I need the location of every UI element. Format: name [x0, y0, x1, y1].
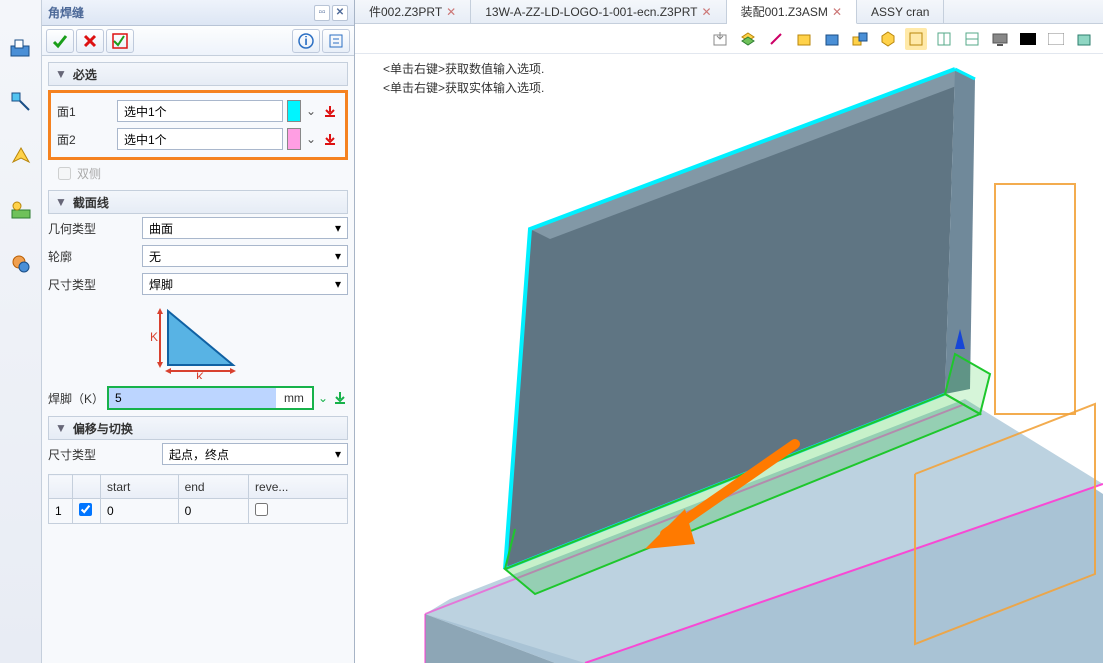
section-profile-header[interactable]: ▼截面线: [48, 190, 348, 214]
leg-k-apply-icon[interactable]: [332, 389, 348, 407]
layers-icon[interactable]: [737, 28, 759, 50]
cell-end[interactable]: 0: [178, 499, 248, 524]
panel-title-bar: 角焊缝 ▫▫ ✕: [42, 0, 354, 26]
cell-chk[interactable]: [73, 499, 101, 524]
pin-icon[interactable]: ▫▫: [314, 5, 330, 21]
face1-color-swatch[interactable]: [287, 100, 301, 122]
chevron-down-icon: ▾: [335, 277, 341, 291]
3d-canvas[interactable]: [355, 54, 1103, 663]
leg-k-field[interactable]: [109, 388, 276, 408]
property-panel: 角焊缝 ▫▫ ✕ i ▼必选 面1 选中1个 ⌄: [42, 0, 355, 663]
side-iconbar: [0, 0, 42, 663]
table-row[interactable]: 1 0 0: [49, 499, 348, 524]
offset-table: start end reve... 1 0 0: [48, 474, 348, 524]
options-button[interactable]: [322, 29, 350, 53]
face2-push-icon[interactable]: [321, 130, 339, 148]
offset-size-type-select[interactable]: 起点，终点▾: [162, 443, 348, 465]
cancel-button[interactable]: [76, 29, 104, 53]
panel-action-row: i: [42, 26, 354, 56]
size-type-select[interactable]: 焊脚▾: [142, 273, 348, 295]
collapse-icon: ▼: [55, 67, 67, 81]
close-icon[interactable]: ✕: [446, 5, 456, 19]
tool-icon-2[interactable]: [7, 88, 35, 116]
face1-push-icon[interactable]: [321, 102, 339, 120]
viewport: 件002.Z3PRT✕ 13W-A-ZZ-LD-LOGO-1-001-ecn.Z…: [355, 0, 1103, 663]
color-white-icon[interactable]: [1045, 28, 1067, 50]
cell-start[interactable]: 0: [101, 499, 179, 524]
both-sides-label: 双侧: [77, 165, 101, 182]
face1-label: 面1: [57, 103, 113, 120]
svg-text:i: i: [304, 34, 307, 48]
chevron-down-icon: ▾: [335, 249, 341, 263]
ok-button[interactable]: [46, 29, 74, 53]
grid1-icon[interactable]: [933, 28, 955, 50]
document-tabbar: 件002.Z3PRT✕ 13W-A-ZZ-LD-LOGO-1-001-ecn.Z…: [355, 0, 1103, 24]
tab-assy-cran[interactable]: ASSY cran: [857, 0, 944, 23]
face2-input[interactable]: 选中1个: [117, 128, 283, 150]
profile-diagram: K K: [48, 300, 348, 382]
col-rev: reve...: [249, 475, 348, 499]
info-button[interactable]: i: [292, 29, 320, 53]
contour-label: 轮廓: [48, 248, 138, 265]
box-yellow-icon[interactable]: [793, 28, 815, 50]
both-sides-row: 双侧: [48, 160, 348, 186]
geom-type-select[interactable]: 曲面▾: [142, 217, 348, 239]
row-checkbox[interactable]: [79, 503, 92, 516]
tab-part002[interactable]: 件002.Z3PRT✕: [355, 0, 471, 23]
col-idx: [49, 475, 73, 499]
face2-color-swatch[interactable]: [287, 128, 301, 150]
collapse-icon: ▼: [55, 195, 67, 209]
size-type-label: 尺寸类型: [48, 276, 138, 293]
required-group-highlight: 面1 选中1个 ⌄ 面2 选中1个 ⌄: [48, 90, 348, 160]
leg-k-stepper[interactable]: ⌄: [318, 391, 328, 405]
color-black-icon[interactable]: [1017, 28, 1039, 50]
pencil-icon[interactable]: [765, 28, 787, 50]
cell-rev[interactable]: [249, 499, 348, 524]
col-end: end: [178, 475, 248, 499]
k-label-h: K: [196, 370, 204, 379]
offset-size-type-label: 尺寸类型: [48, 446, 158, 463]
both-sides-checkbox[interactable]: [58, 167, 71, 180]
col-chk: [73, 475, 101, 499]
col-start: start: [101, 475, 179, 499]
hex-icon[interactable]: [877, 28, 899, 50]
row-rev-checkbox[interactable]: [255, 503, 268, 516]
tool-icon-5[interactable]: [7, 250, 35, 278]
contour-select[interactable]: 无▾: [142, 245, 348, 267]
apply-button[interactable]: [106, 29, 134, 53]
k-label-v: K: [150, 330, 158, 344]
grid2-icon[interactable]: [961, 28, 983, 50]
tab-assembly001[interactable]: 装配001.Z3ASM✕: [727, 0, 857, 24]
chevron-down-icon[interactable]: ⌄: [305, 104, 317, 118]
leg-k-unit: mm: [276, 391, 312, 405]
leg-k-input[interactable]: mm: [107, 386, 314, 410]
cell-idx: 1: [49, 499, 73, 524]
collapse-icon: ▼: [55, 421, 67, 435]
chevron-down-icon[interactable]: ⌄: [305, 132, 317, 146]
section-offset-header[interactable]: ▼偏移与切换: [48, 416, 348, 440]
box-blue-icon[interactable]: [821, 28, 843, 50]
chevron-down-icon: ▾: [335, 221, 341, 235]
geom-type-label: 几何类型: [48, 220, 138, 237]
stack-icon[interactable]: [849, 28, 871, 50]
face2-label: 面2: [57, 131, 113, 148]
import-icon[interactable]: [709, 28, 731, 50]
monitor-icon[interactable]: [989, 28, 1011, 50]
close-icon[interactable]: ✕: [832, 5, 842, 19]
view-toolbar: [355, 24, 1103, 54]
close-panel-icon[interactable]: ✕: [332, 5, 348, 21]
face1-input[interactable]: 选中1个: [117, 100, 283, 122]
panel-title: 角焊缝: [48, 4, 84, 21]
select-highlight-icon[interactable]: [905, 28, 927, 50]
tool-icon-3[interactable]: [7, 142, 35, 170]
chevron-down-icon: ▾: [335, 447, 341, 461]
leg-k-label: 焊脚（K）: [48, 390, 103, 407]
tool-icon-4[interactable]: [7, 196, 35, 224]
section-required-header[interactable]: ▼必选: [48, 62, 348, 86]
view-cube-icon[interactable]: [1073, 28, 1095, 50]
close-icon[interactable]: ✕: [702, 5, 712, 19]
tool-icon-1[interactable]: [7, 34, 35, 62]
tab-logo-part[interactable]: 13W-A-ZZ-LD-LOGO-1-001-ecn.Z3PRT✕: [471, 0, 726, 23]
